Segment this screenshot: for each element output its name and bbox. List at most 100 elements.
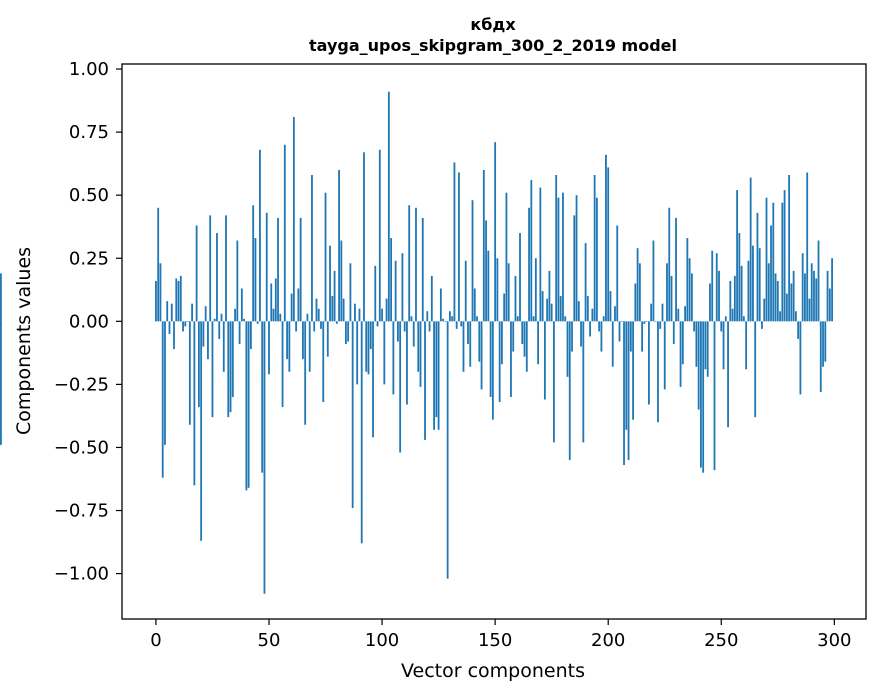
- bar-152: [498, 321, 501, 403]
- bar-200: [607, 167, 610, 322]
- bar-232: [679, 321, 682, 387]
- bar-92: [363, 152, 365, 322]
- bar-97: [374, 265, 377, 322]
- bar-215: [641, 321, 644, 352]
- bar-127: [442, 318, 445, 322]
- bar-15: [188, 321, 191, 425]
- bar-191: [586, 296, 589, 322]
- bar-160: [516, 316, 519, 322]
- bar-246: [711, 250, 714, 322]
- bar-33: [229, 321, 232, 413]
- bar-250: [720, 321, 723, 332]
- bar-201: [609, 291, 612, 322]
- bar-244: [706, 321, 709, 377]
- bar-176: [553, 321, 555, 443]
- bar-175: [550, 303, 553, 322]
- bar-167: [532, 316, 535, 322]
- bar-115: [415, 207, 417, 322]
- bar-187: [577, 301, 580, 322]
- bar-227: [668, 207, 671, 322]
- bar-83: [342, 298, 345, 322]
- bar-28: [218, 321, 221, 339]
- bar-85: [347, 321, 350, 342]
- bar-205: [618, 321, 621, 342]
- bar-143: [478, 321, 481, 362]
- bar-101: [383, 321, 386, 385]
- bar-221: [654, 321, 657, 322]
- bar-18: [195, 225, 198, 322]
- bar-224: [661, 303, 664, 322]
- bar-9: [175, 278, 178, 322]
- bar-295: [822, 321, 824, 367]
- bar-49: [265, 212, 268, 322]
- bar-142: [476, 316, 478, 322]
- bar-58: [286, 321, 288, 360]
- y-tick-label: 0.25: [69, 248, 109, 269]
- bar-130: [449, 311, 451, 322]
- bar-14: [186, 321, 189, 322]
- bar-230: [675, 217, 677, 322]
- bar-132: [453, 162, 456, 322]
- bar-65: [302, 321, 304, 360]
- bar-165: [528, 207, 530, 322]
- bar-27: [216, 233, 218, 322]
- bar-202: [611, 321, 614, 367]
- bar-5: [166, 301, 169, 322]
- bar-138: [467, 321, 469, 345]
- bar-289: [808, 298, 811, 322]
- bar-269: [763, 298, 766, 322]
- bar-77: [329, 245, 331, 322]
- bar-229: [672, 321, 675, 345]
- bar-184: [571, 321, 573, 352]
- bars-group: [0, 91, 833, 594]
- bar-222: [657, 321, 659, 423]
- bar-10: [177, 280, 180, 322]
- bar-249: [718, 270, 720, 322]
- bar-31: [225, 215, 227, 322]
- bar-245: [709, 283, 711, 322]
- bar-86: [349, 263, 352, 322]
- bar-263: [749, 177, 752, 322]
- bar-241: [700, 321, 702, 468]
- bar-80: [335, 321, 338, 324]
- bar-284: [797, 321, 800, 339]
- bar-260: [742, 316, 745, 322]
- bar-151: [496, 258, 499, 322]
- x-tick-label: 50: [258, 630, 281, 651]
- bar-26: [213, 318, 216, 322]
- bar-268: [761, 321, 763, 329]
- bar-109: [401, 253, 404, 322]
- x-tick-label: 150: [478, 630, 512, 651]
- bar-150: [494, 142, 497, 322]
- bar-1: [157, 207, 160, 322]
- bar-186: [575, 195, 578, 322]
- bar-105: [392, 321, 395, 395]
- bar-254: [729, 280, 732, 322]
- bar-undefined: [0, 321, 2, 445]
- bar-57: [283, 144, 286, 322]
- bar-55: [279, 313, 282, 322]
- bar-36: [236, 240, 239, 322]
- bar-137: [464, 260, 467, 322]
- bar-56: [281, 321, 284, 408]
- bar-145: [482, 169, 485, 322]
- bar-179: [559, 296, 562, 322]
- bar-276: [779, 311, 781, 322]
- bar-139: [469, 321, 472, 367]
- bar-12: [182, 321, 184, 332]
- bar-240: [697, 321, 700, 410]
- bar-195: [595, 197, 598, 322]
- bar-292: [815, 278, 818, 322]
- bar-64: [299, 217, 302, 322]
- bar-136: [462, 321, 465, 372]
- bar-62: [295, 321, 298, 332]
- bar-102: [385, 298, 388, 322]
- bar-133: [455, 321, 458, 329]
- bar-24: [209, 215, 212, 322]
- bar-242: [702, 321, 705, 473]
- bar-228: [670, 275, 673, 322]
- bar-51: [270, 283, 273, 322]
- bar-156: [507, 263, 510, 322]
